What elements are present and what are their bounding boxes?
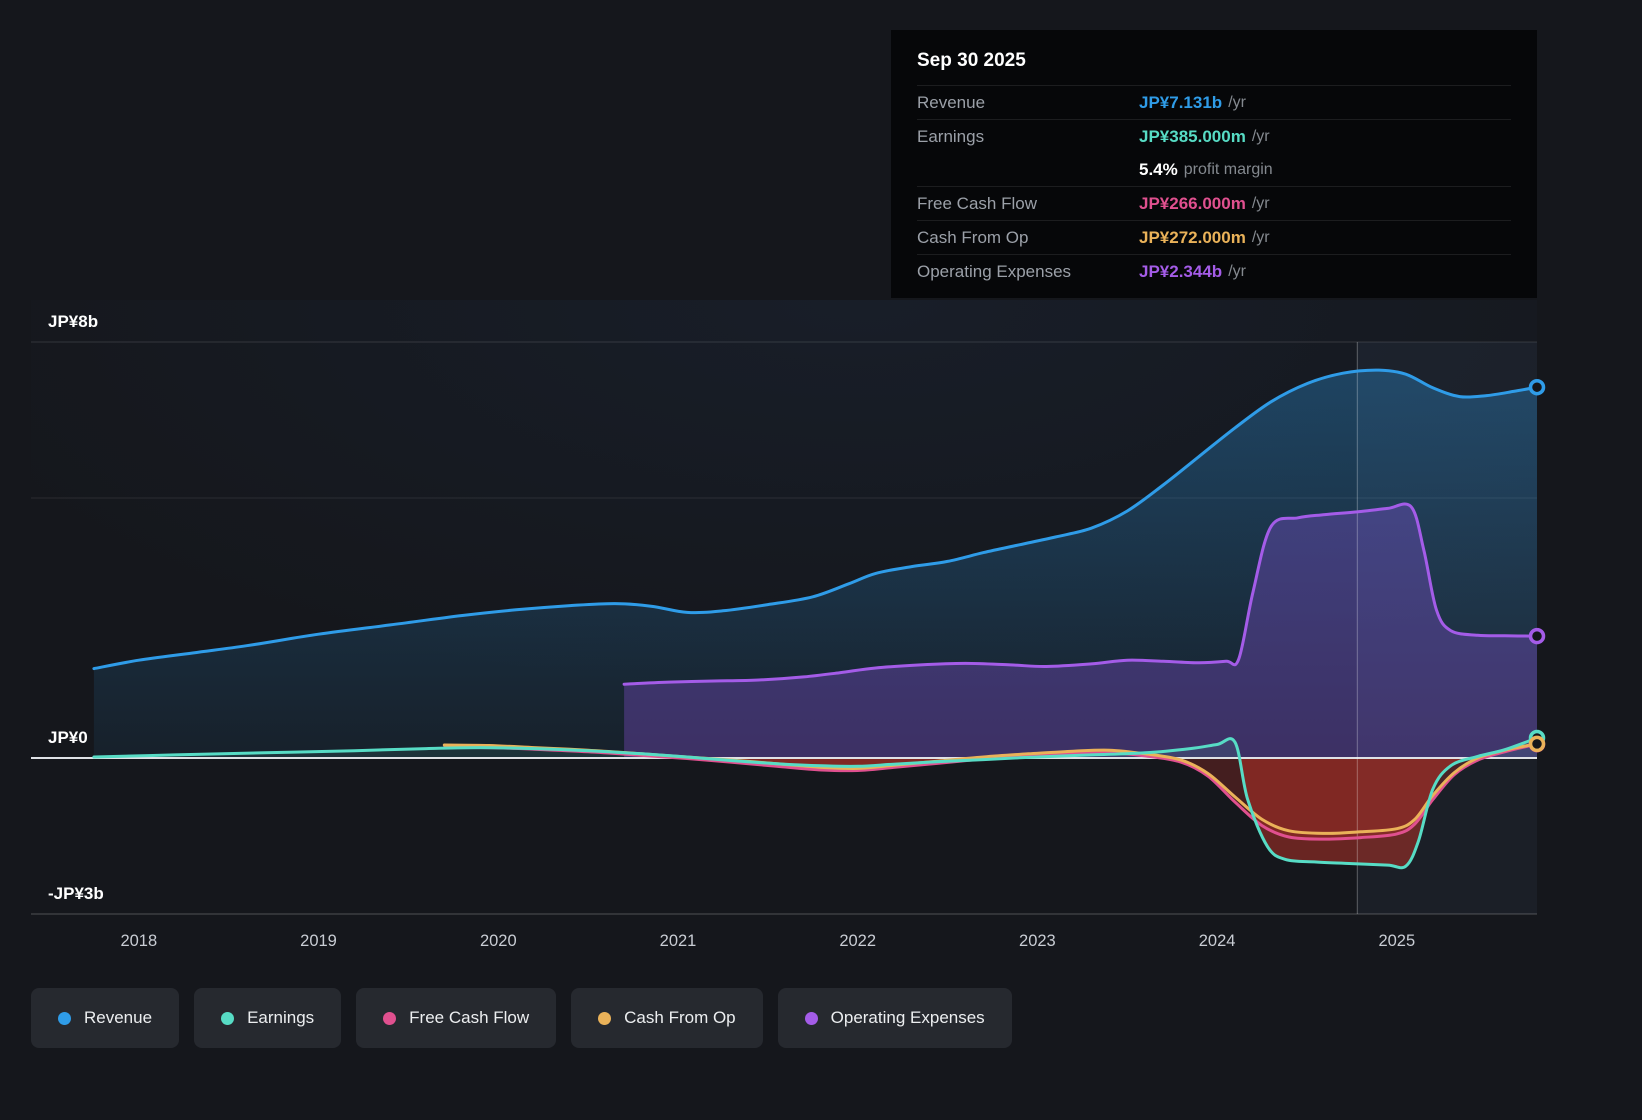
tooltip-row-free-cash-flow: Free Cash Flow JP¥266.000m /yr xyxy=(917,187,1511,221)
operating-expenses-dot-icon xyxy=(804,1011,818,1025)
financials-chart[interactable]: JP¥8b JP¥0 -JP¥3b 2018 2019 2020 2021 2022 2023 2… xyxy=(0,0,1642,960)
tooltip-value: JP¥266.000m xyxy=(1139,193,1246,213)
x-axis-label: 2024 xyxy=(1199,932,1236,950)
cash-from-op-dot-icon xyxy=(598,1011,612,1025)
earnings-dot-icon xyxy=(221,1011,235,1025)
legend-label: Revenue xyxy=(84,1008,153,1027)
legend-item-cash-from-op[interactable]: Cash From Op xyxy=(571,988,763,1048)
tooltip-suffix: /yr xyxy=(1228,262,1246,280)
revenue-line xyxy=(92,368,1539,671)
x-axis-label: 2020 xyxy=(480,932,517,950)
revenue-endpoint-marker xyxy=(1528,378,1546,396)
legend-item-operating-expenses[interactable]: Operating Expenses xyxy=(777,988,1012,1048)
legend-item-earnings[interactable]: Earnings xyxy=(194,988,342,1048)
x-axis-label: 2022 xyxy=(839,932,876,950)
earnings-positive-area xyxy=(93,738,1537,758)
legend-label: Free Cash Flow xyxy=(409,1008,530,1027)
x-axis-label: 2021 xyxy=(660,932,697,950)
tooltip-label: Revenue xyxy=(917,92,986,112)
y-axis-label: -JP¥3b xyxy=(48,884,104,903)
legend-item-free-cash-flow[interactable]: Free Cash Flow xyxy=(356,988,557,1048)
x-axis-label: 2025 xyxy=(1378,932,1415,950)
x-axis-label: 2018 xyxy=(120,932,157,950)
legend-label: Cash From Op xyxy=(624,1008,736,1027)
tooltip-value: JP¥385.000m xyxy=(1139,126,1246,146)
tooltip-value: JP¥7.131b xyxy=(1139,92,1223,112)
tooltip-label: Free Cash Flow xyxy=(917,193,1037,213)
operating-expenses-line xyxy=(622,502,1539,686)
y-axis-label: JP¥0 xyxy=(48,728,88,747)
tooltip-label: Cash From Op xyxy=(917,227,1029,247)
legend-item-revenue[interactable]: Revenue xyxy=(31,988,180,1048)
tooltip-label: Operating Expenses xyxy=(917,261,1072,281)
chart-tooltip: Sep 30 2025 Revenue JP¥7.131b /yr Earnin… xyxy=(891,30,1537,298)
tooltip-value: 5.4% xyxy=(1139,159,1178,179)
chart-legend: Revenue Earnings Free Cash Flow Cash Fro… xyxy=(31,988,1012,1048)
tooltip-row-operating-expenses: Operating Expenses JP¥2.344b /yr xyxy=(917,255,1511,288)
revenue-dot-icon xyxy=(58,1011,71,1025)
tooltip-label: Earnings xyxy=(917,126,985,146)
tooltip-value: JP¥2.344b xyxy=(1139,261,1223,281)
tooltip-suffix: /yr xyxy=(1251,194,1270,212)
y-axis-label: JP¥8b xyxy=(48,312,98,331)
tooltip-row-earnings: Earnings JP¥385.000m /yr xyxy=(917,120,1511,153)
legend-label: Earnings xyxy=(247,1008,315,1027)
tooltip-suffix: /yr xyxy=(1251,228,1270,246)
earnings-line xyxy=(92,736,1539,870)
tooltip-row-profit-margin: 5.4% profit margin xyxy=(917,153,1511,187)
tooltip-suffix: /yr xyxy=(1228,93,1246,111)
cash-from-op-endpoint-marker xyxy=(1528,735,1546,753)
tooltip-row-cash-from-op: Cash From Op JP¥272.000m /yr xyxy=(917,221,1511,255)
legend-label: Operating Expenses xyxy=(830,1008,985,1027)
earnings-negative-area xyxy=(93,758,1537,868)
operating-expenses-endpoint-marker xyxy=(1528,627,1546,645)
tooltip-suffix: profit margin xyxy=(1183,160,1273,178)
free-cash-flow-dot-icon xyxy=(383,1011,397,1025)
x-axis-label: 2019 xyxy=(300,932,337,950)
tooltip-value: JP¥272.000m xyxy=(1139,227,1246,247)
operating-expenses-area xyxy=(624,503,1537,758)
tooltip-date: Sep 30 2025 xyxy=(917,38,1511,86)
tooltip-suffix: /yr xyxy=(1251,127,1270,145)
tooltip-row-revenue: Revenue JP¥7.131b /yr xyxy=(917,86,1511,120)
x-axis-label: 2023 xyxy=(1019,932,1056,950)
